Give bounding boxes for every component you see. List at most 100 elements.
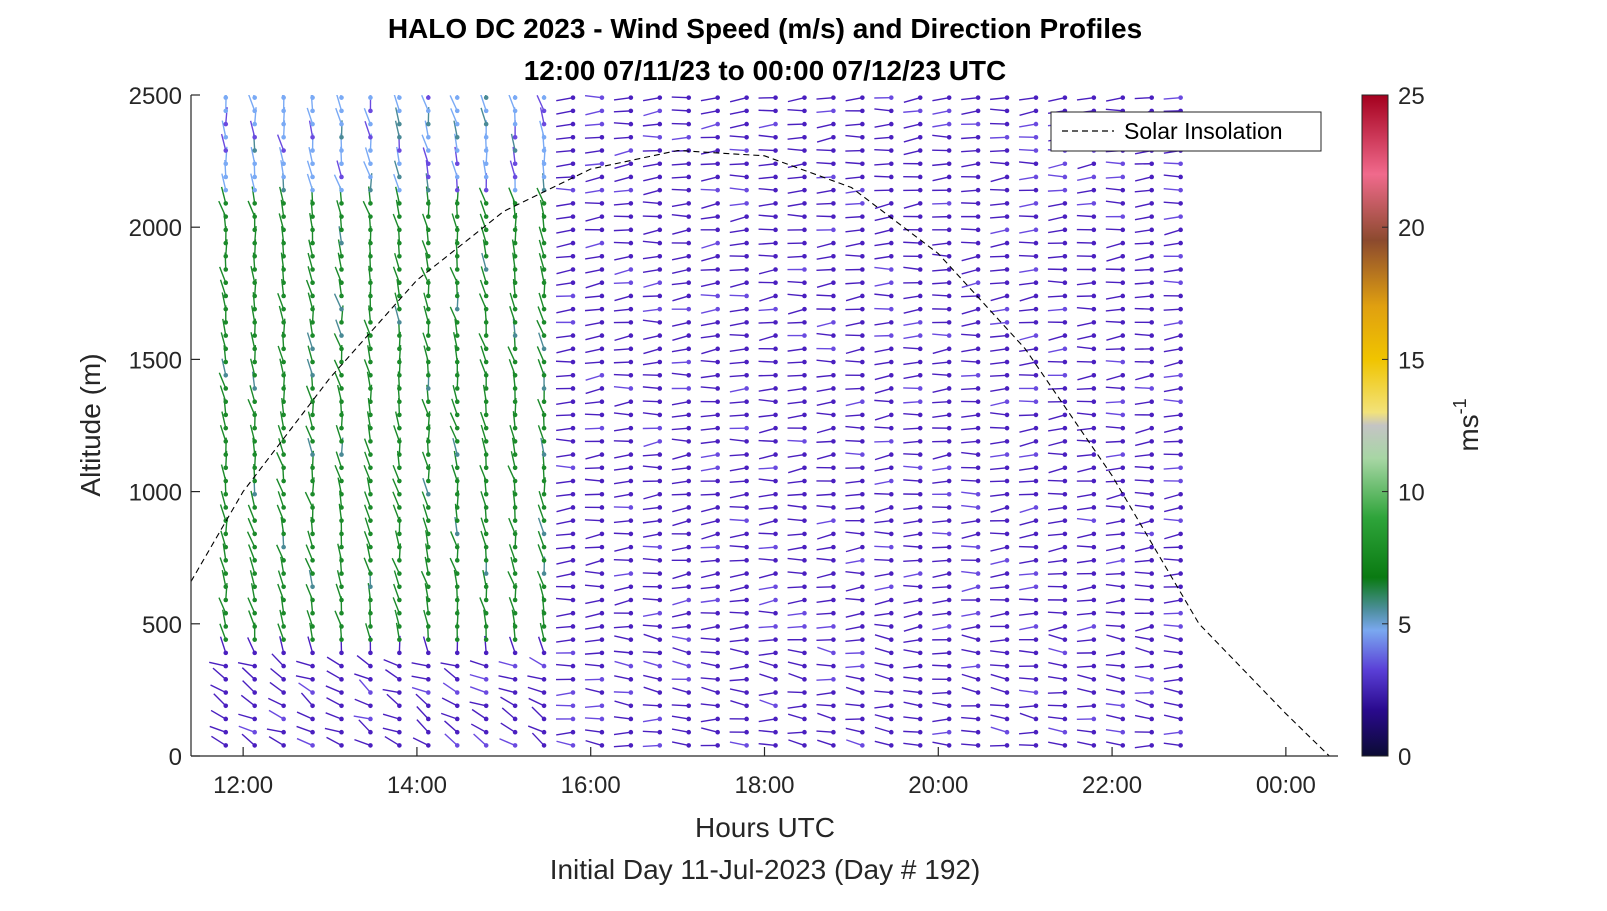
wind-barb-shaft	[643, 229, 660, 235]
wind-barb-dot	[860, 412, 865, 418]
wind-barb-dot	[715, 214, 720, 219]
wind-barb-dot	[975, 372, 981, 378]
wind-barb-dot	[888, 174, 894, 180]
wind-barb-shaft	[305, 544, 314, 561]
wind-barb-shaft	[298, 682, 313, 694]
wind-barb-shaft	[874, 123, 892, 128]
wind-barb-dot	[1120, 253, 1126, 259]
wind-barb-shaft	[1076, 453, 1094, 457]
wind-barb-shaft	[874, 255, 892, 260]
wind-barb-dot	[802, 174, 807, 180]
wind-barb-dot	[483, 491, 489, 497]
x-tick-label: 00:00	[1256, 772, 1316, 799]
wind-barb-shaft	[1163, 387, 1181, 393]
wind-barb-dot	[773, 253, 778, 259]
wind-barb-dot	[831, 703, 836, 709]
wind-barb-dot	[252, 399, 257, 405]
wind-barb-dot	[773, 240, 778, 246]
wind-barb-shaft	[990, 202, 1008, 206]
wind-barb-shaft	[250, 265, 256, 283]
wind-barb-dot	[975, 399, 981, 405]
wind-barb-dot	[599, 650, 605, 656]
wind-barb-shaft	[1076, 493, 1094, 498]
wind-barb-dot	[1178, 452, 1183, 457]
wind-barb-shaft	[536, 95, 545, 112]
wind-barb-shaft	[1077, 176, 1094, 181]
wind-barb-shaft	[326, 656, 342, 667]
wind-barb-shaft	[420, 266, 429, 284]
wind-barb-dot	[831, 399, 836, 405]
wind-barb-shaft	[363, 491, 372, 508]
wind-barb-dot	[946, 558, 952, 563]
wind-barb-shaft	[1163, 308, 1181, 311]
wind-barb-dot	[1149, 280, 1154, 286]
wind-barb-dot	[773, 174, 778, 180]
wind-barb-dot	[744, 293, 749, 299]
wind-barb-dot	[1120, 703, 1126, 709]
wind-barb-dot	[310, 637, 315, 642]
wind-barb-dot	[1033, 624, 1039, 629]
wind-barb-shaft	[449, 557, 458, 574]
wind-barb-shaft	[672, 647, 689, 654]
wind-barb-dot	[426, 95, 431, 100]
wind-barb-shaft	[1163, 731, 1181, 736]
wind-barb-shaft	[358, 719, 371, 733]
wind-barb-dot	[512, 518, 518, 523]
wind-barb-shaft	[451, 464, 458, 482]
wind-barb-dot	[512, 412, 518, 418]
wind-barb-shaft	[383, 658, 400, 667]
wind-barb-dot	[1178, 690, 1183, 695]
wind-barb-shaft	[392, 597, 401, 614]
wind-barb-shaft	[242, 680, 256, 694]
wind-barb-shaft	[990, 215, 1008, 219]
wind-barb-dot	[426, 412, 431, 418]
wind-barb-dot	[917, 650, 923, 656]
wind-barb-shaft	[672, 572, 689, 580]
wind-barb-shaft	[816, 294, 834, 297]
wind-barb-shaft	[584, 729, 603, 733]
wind-barb-dot	[1033, 518, 1039, 523]
wind-barb-dot	[1033, 174, 1039, 180]
wind-barb-dot	[483, 584, 489, 590]
wind-barb-dot	[802, 161, 807, 167]
wind-barb-dot	[223, 650, 229, 656]
wind-barb-dot	[426, 399, 431, 405]
wind-barb-shaft	[421, 240, 429, 257]
wind-barb-dot	[252, 610, 257, 616]
wind-barb-dot	[888, 703, 894, 709]
wind-barb-shaft	[845, 531, 863, 535]
wind-barb-dot	[744, 187, 749, 193]
wind-barb-dot	[686, 597, 692, 603]
wind-barb-dot	[599, 253, 605, 259]
wind-barb-dot	[310, 280, 315, 286]
wind-barb-shaft	[392, 464, 401, 482]
wind-barb-shaft	[816, 440, 834, 443]
wind-barb-dot	[1149, 650, 1154, 656]
wind-barb-shaft	[642, 651, 660, 654]
wind-barb-shaft	[392, 266, 401, 283]
wind-barb-dot	[483, 571, 489, 576]
wind-barb-shaft	[613, 427, 631, 432]
wind-barb-shaft	[700, 546, 718, 549]
wind-barb-dot	[917, 201, 923, 206]
wind-barb-shaft	[932, 333, 950, 337]
wind-barb-shaft	[422, 504, 429, 521]
wind-barb-shaft	[990, 361, 1008, 365]
wind-barb-shaft	[556, 612, 574, 618]
wind-barb-dot	[686, 121, 692, 127]
wind-barb-dot	[888, 121, 894, 127]
wind-barb-dot	[802, 677, 807, 682]
wind-barb-shaft	[787, 374, 805, 377]
wind-barb-shaft	[1048, 546, 1066, 553]
wind-barb-dot	[339, 743, 344, 748]
wind-barb-dot	[1091, 743, 1097, 748]
wind-barb-shaft	[671, 635, 689, 641]
wind-barb-dot	[1178, 201, 1183, 206]
wind-barb-dot	[397, 346, 402, 352]
wind-barb-dot	[888, 95, 894, 100]
wind-barb-shaft	[556, 202, 574, 207]
wind-barb-dot	[483, 452, 489, 457]
wind-barb-shaft	[307, 636, 314, 654]
wind-barb-dot	[802, 650, 807, 656]
wind-barb-shaft	[961, 729, 979, 733]
